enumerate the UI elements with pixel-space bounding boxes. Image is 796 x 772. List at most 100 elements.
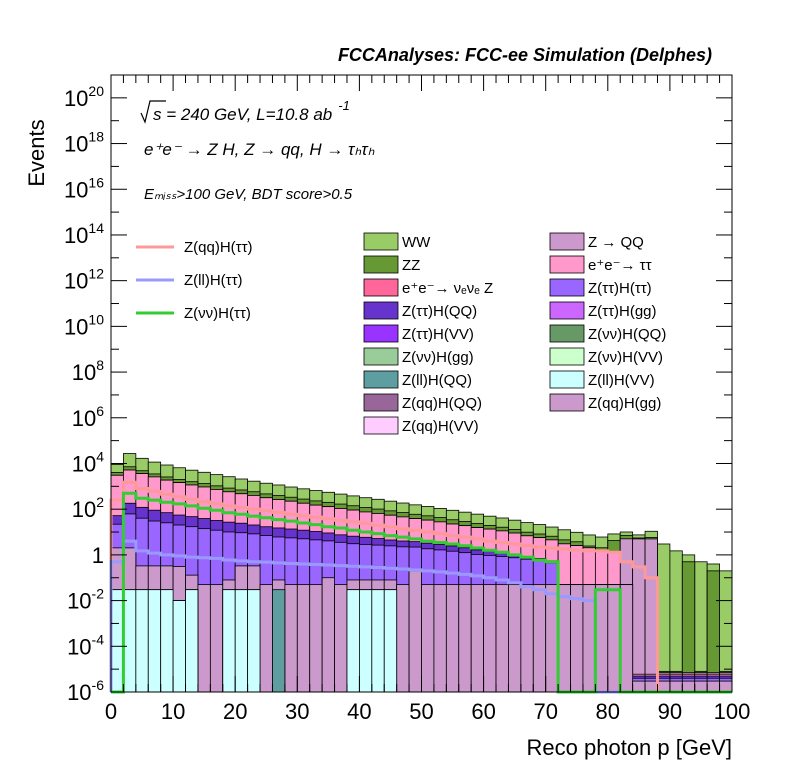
legend-fill-label: Z(ττ)H(gg) [588,303,657,320]
stack-bar [135,589,149,693]
legend-fill-label: Z(ll)H(QQ) [402,372,472,389]
annotation-cuts: Eₘᵢₛₛ>100 GeV, BDT score>0.5 [144,186,353,203]
stack-bar [594,584,609,693]
stack-bar [644,680,658,693]
stack-bar [657,543,671,693]
x-tick-label: 60 [471,699,495,724]
stack-bar [284,584,298,693]
legend-fill-swatch [363,370,399,389]
legend-fill-swatch [363,416,399,435]
stack-bar [669,550,683,693]
legend: Z(qq)H(ττ) Z(ll)H(ττ) Z(νν)H(ττ) WW ZZ e⁺e⁻→ … [136,232,666,435]
stack-bar [632,538,646,693]
legend-fill-swatch [363,232,399,251]
stack-bar [570,584,584,693]
stack-bar [346,589,360,693]
x-tick-label: 80 [596,699,620,724]
stack-bar [259,584,273,693]
legend-fill-swatch [549,301,585,320]
legend-fill-label: e⁺e⁻→ ττ [588,257,652,274]
legend-fill-swatch [549,324,585,343]
y-axis-title: Events [24,119,49,186]
stack-bar [458,584,472,693]
legend-line-label: Z(νν)H(ττ) [184,305,251,322]
stack-bar [234,589,249,693]
stack-bar [185,589,199,693]
stack-bar [657,680,671,693]
axes: 0 10 20 30 40 50 60 70 80 90 10010-610-410-2110210… [64,75,750,724]
legend-fill-label: Z → QQ [588,234,644,251]
y-tick-label: 10-6 [67,677,104,705]
legend-fill-label: Z(νν)H(VV) [588,349,663,366]
legend-fill-swatch [363,255,399,274]
legend-fill-label: Z(νν)H(QQ) [588,326,666,343]
stack-bar [209,584,224,693]
stack-bar [296,584,311,693]
x-tick-label: 100 [714,699,751,724]
y-tick-label: 108 [72,357,104,385]
stack-bar [309,584,323,693]
x-tick-label: 0 [105,699,117,724]
y-tick-label: 102 [72,494,104,522]
y-tick-label: 10-4 [67,631,104,659]
legend-line-label: Z(ll)H(ττ) [184,272,243,289]
legend-fill-swatch [363,347,399,366]
y-tick-label: 1012 [64,266,104,294]
stack-bar [160,589,174,693]
legend-fill-label: Z(qq)H(gg) [588,395,661,412]
y-tick-label: 106 [72,403,104,431]
x-tick-label: 90 [658,699,682,724]
x-tick-label: 50 [409,699,433,724]
stack-bar [681,680,696,693]
stack-bar [408,570,422,693]
x-axis-title: Reco photon p [GeV] [527,735,732,760]
stack-bar [433,584,447,693]
plot-title: FCCAnalyses: FCC-ee Simulation (Delphes) [338,45,712,65]
legend-fill-swatch [549,278,585,297]
legend-fill-swatch [549,232,585,251]
legend-line-label: Z(qq)H(ττ) [184,239,253,256]
stack-bar [197,584,211,693]
stack-bar [371,589,385,693]
stack-bar [669,680,683,693]
x-tick-label: 30 [285,699,309,724]
legend-fill-swatch [549,370,585,389]
stack-bar [358,589,373,693]
stack-bar [632,680,646,693]
stack-bar [383,589,398,693]
legend-fill-swatch [363,301,399,320]
stack-bar [172,600,186,693]
legend-fill-label: Z(qq)H(VV) [402,418,479,435]
legend-fill-label: e⁺e⁻→ νₑνₑ Z [402,280,493,297]
legend-fill-swatch [363,278,399,297]
stack-z-ll-h-vv- [110,589,398,693]
stack-bar [272,589,286,693]
stack-bar [321,577,335,693]
x-tick-label: 10 [161,699,185,724]
annotation-energy-lumi: s = 240 GeV, L=10.8 ab -1 [153,98,350,124]
legend-fill-label: Z(νν)H(gg) [402,349,474,366]
signal-line-z-qq-h- [109,480,732,694]
stack-bar [110,589,124,693]
legend-fill-label: Z(ττ)H(ττ) [588,280,652,297]
y-tick-label: 1018 [64,129,104,157]
annotations: s = 240 GeV, L=10.8 ab -1 e⁺e⁻ → Z H, Z → … [140,98,375,203]
legend-fill-swatch [549,393,585,412]
stack-bar [508,584,522,693]
y-tick-label: 1014 [64,220,104,248]
annotation-process: e⁺e⁻ → Z H, Z → qq, H → τₕτₕ [144,140,375,159]
x-tick-label: 70 [533,699,557,724]
signal-line-z-ll-h- [109,539,732,694]
stack-bar [706,680,720,693]
stack-bar [247,589,261,693]
legend-fill-swatch [363,393,399,412]
stack-bar [123,589,137,693]
stack-bar [396,584,410,693]
y-tick-label: 10-2 [67,586,104,614]
sqrt-symbol [140,100,166,124]
y-tick-label: 1020 [64,83,104,111]
legend-fill-swatch [363,324,399,343]
legend-fill-swatch [549,255,585,274]
legend-fill-label: WW [402,234,431,251]
